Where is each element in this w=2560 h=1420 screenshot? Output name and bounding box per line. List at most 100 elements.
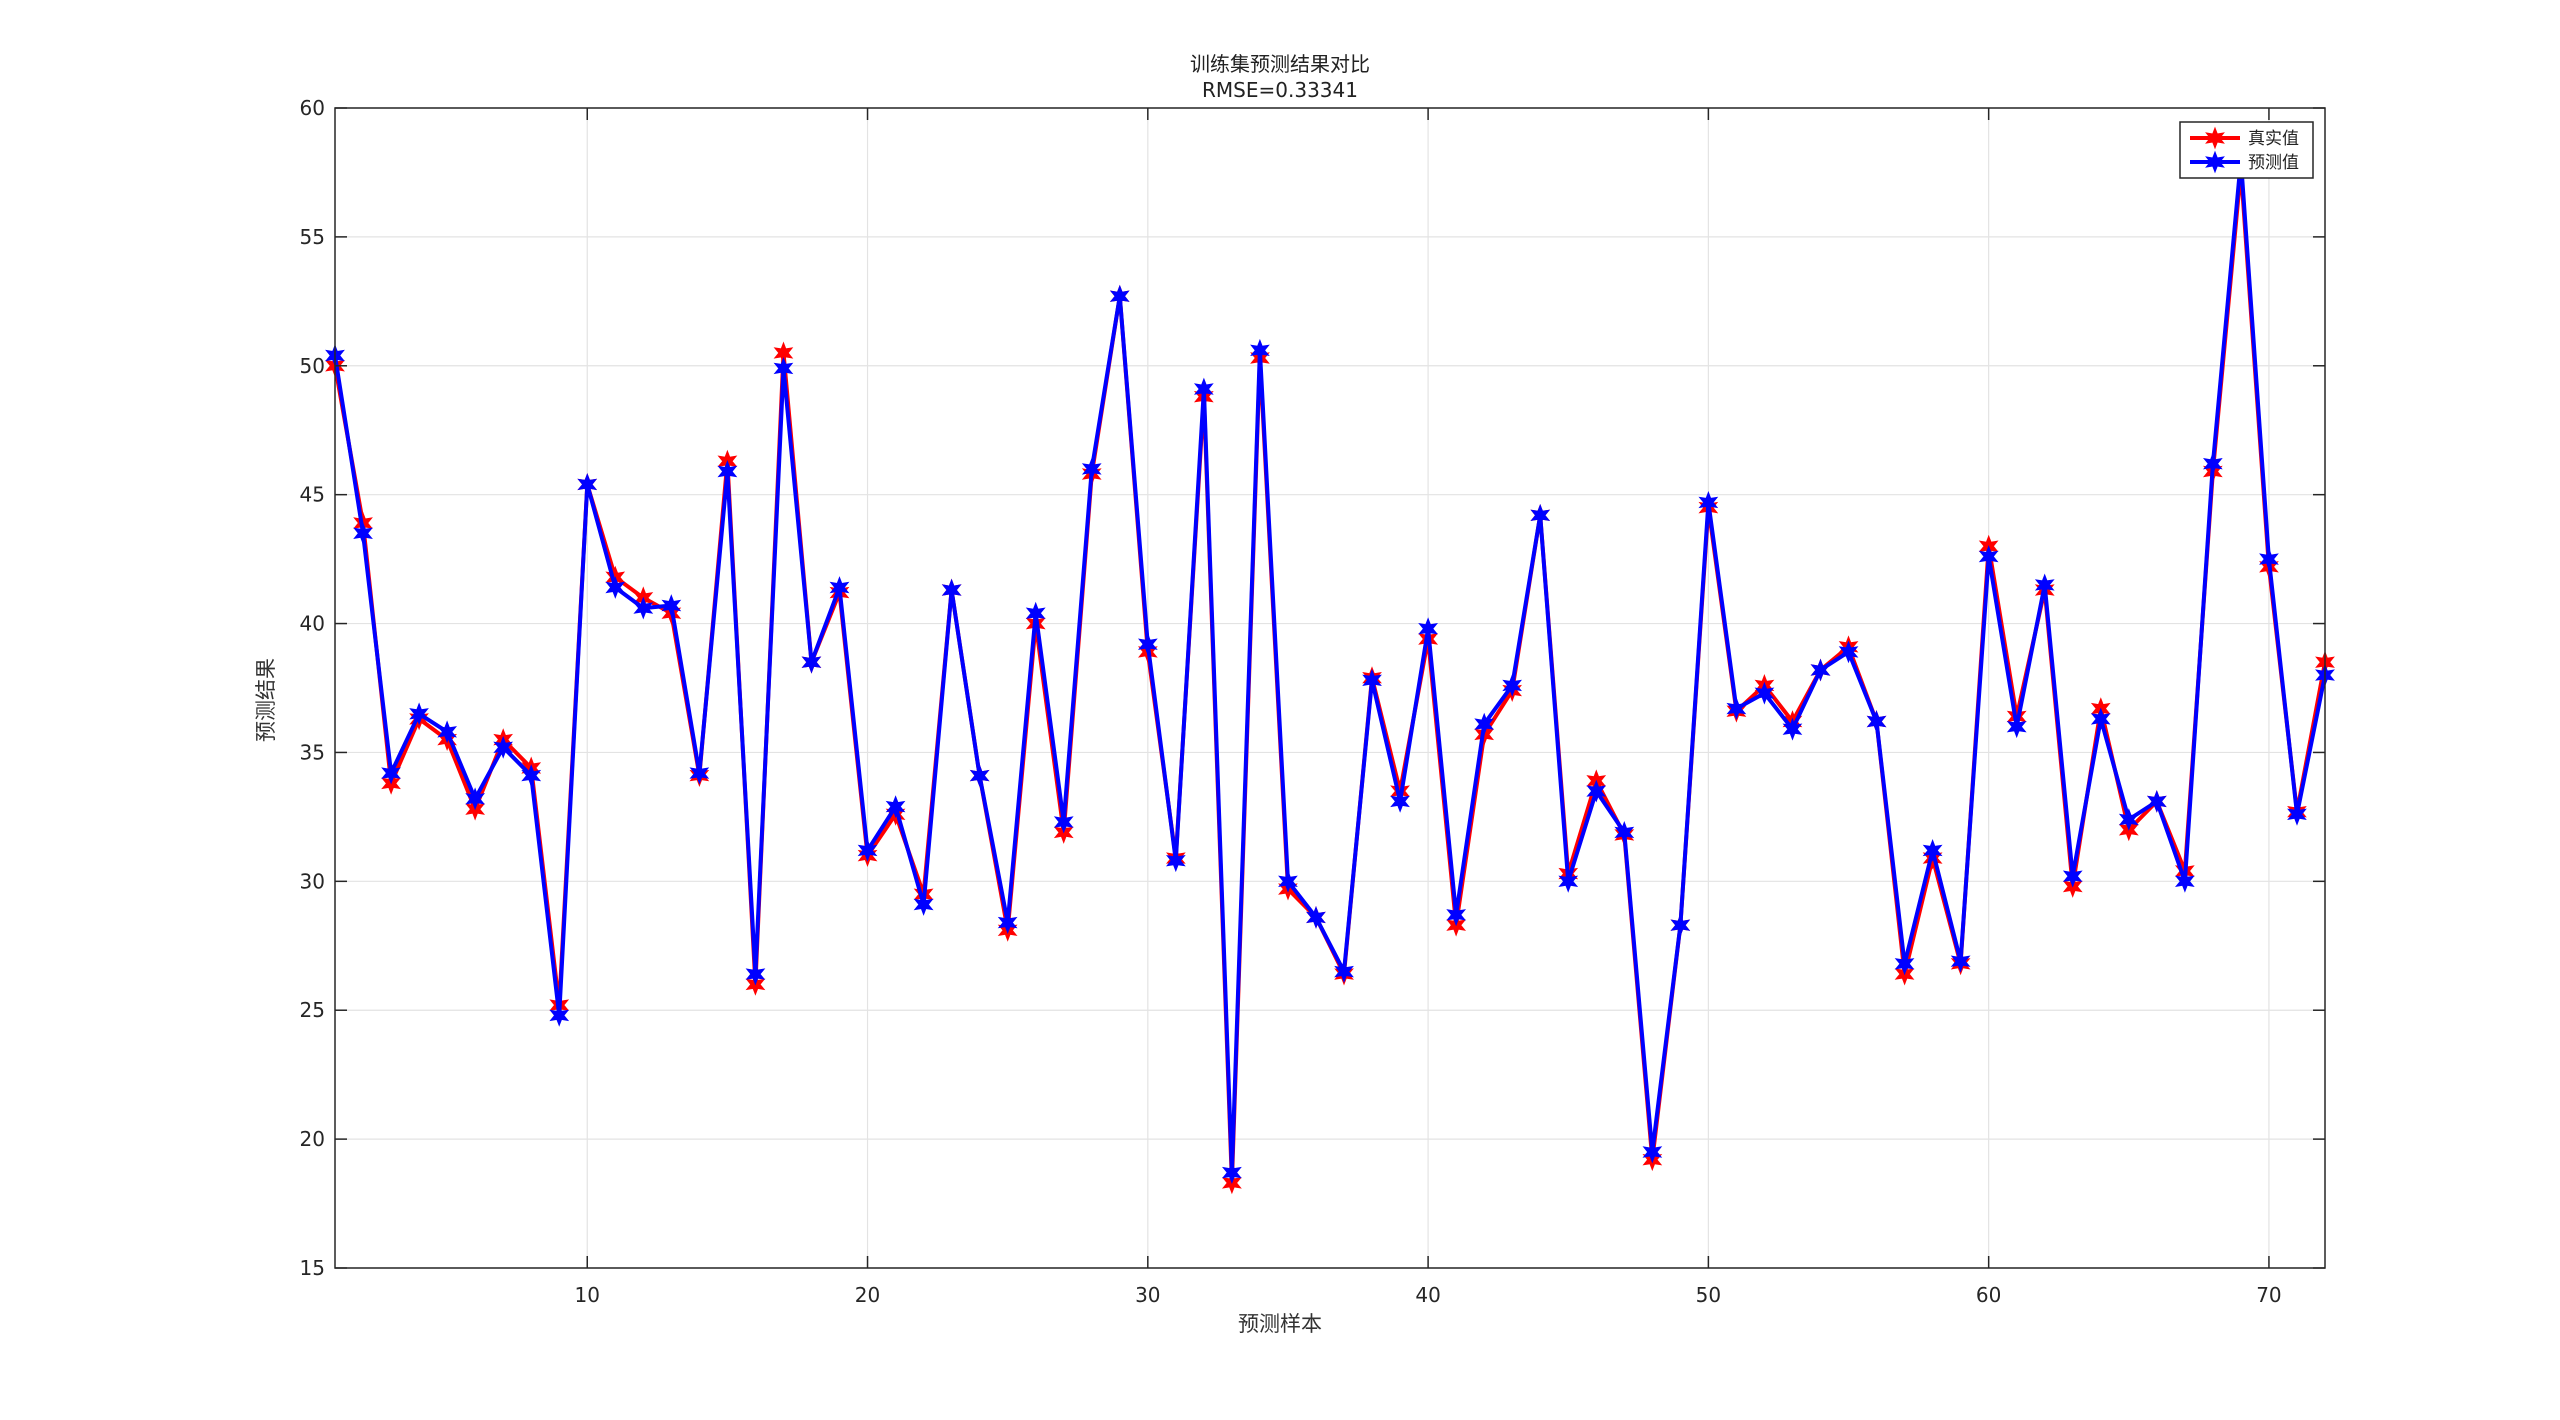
data-point xyxy=(1894,952,1915,976)
data-point xyxy=(1782,717,1803,741)
data-point xyxy=(661,594,682,617)
data-point xyxy=(1081,457,1102,481)
chart-subtitle: RMSE=0.33341 xyxy=(1202,78,1358,102)
data-point xyxy=(2287,802,2307,826)
data-point xyxy=(1698,491,1719,514)
x-tick-label: 10 xyxy=(575,1283,600,1307)
data-point xyxy=(829,576,850,599)
data-point xyxy=(2090,707,2111,731)
x-tick-label: 50 xyxy=(1696,1283,1721,1307)
data-point xyxy=(577,473,598,496)
data-point xyxy=(1558,869,1579,893)
x-axis-label: 预测样本 xyxy=(1238,1312,1322,1336)
data-point xyxy=(1446,903,1467,927)
legend-marker xyxy=(2205,150,2225,174)
data-point xyxy=(2202,452,2223,476)
data-point xyxy=(521,764,542,787)
series-1 xyxy=(325,148,2335,1184)
data-point xyxy=(969,764,990,787)
data-point xyxy=(1390,790,1410,813)
data-point xyxy=(689,761,710,785)
data-point xyxy=(1474,712,1494,736)
data-point xyxy=(1810,658,1831,682)
data-point xyxy=(913,893,934,916)
data-point xyxy=(409,702,429,726)
chart-title: 训练集预测结果对比 xyxy=(1190,52,1370,76)
data-point xyxy=(1362,668,1382,692)
x-tick-label: 60 xyxy=(1976,1283,2001,1307)
data-point xyxy=(1866,710,1887,733)
data-point xyxy=(1334,960,1354,984)
data-point xyxy=(1670,913,1691,937)
data-point xyxy=(1502,674,1522,697)
data-point xyxy=(1726,697,1747,720)
data-point xyxy=(1950,949,1971,973)
data-point xyxy=(1754,681,1775,705)
data-point xyxy=(1166,849,1186,873)
data-point xyxy=(1025,601,1046,625)
data-point xyxy=(2118,808,2139,831)
data-point xyxy=(1053,810,1074,834)
data-point xyxy=(1978,545,1999,568)
y-tick-label: 40 xyxy=(300,612,325,636)
x-tick-label: 20 xyxy=(855,1283,880,1307)
data-point xyxy=(1109,284,1130,308)
data-point xyxy=(997,911,1018,934)
x-tick-label: 30 xyxy=(1135,1283,1160,1307)
data-point xyxy=(1530,503,1551,527)
data-point xyxy=(2147,790,2167,813)
series-0 xyxy=(325,158,2335,1195)
data-point xyxy=(1221,1161,1242,1184)
data-point xyxy=(353,521,373,545)
data-point xyxy=(493,735,513,759)
data-point xyxy=(2006,715,2027,739)
data-point xyxy=(773,357,794,380)
grid xyxy=(335,107,2325,1269)
data-point xyxy=(1642,1140,1663,1164)
data-point xyxy=(605,576,626,599)
data-point xyxy=(1922,839,1943,862)
data-point xyxy=(1138,632,1158,656)
legend-marker xyxy=(2205,126,2225,150)
x-tick-label: 70 xyxy=(2256,1283,2281,1307)
y-tick-label: 55 xyxy=(300,225,325,249)
data-point xyxy=(941,578,962,602)
data-point xyxy=(1193,377,1214,401)
data-point xyxy=(885,795,906,818)
data-point xyxy=(2034,573,2055,597)
data-point xyxy=(465,787,486,811)
y-tick-label: 45 xyxy=(300,483,325,507)
data-point xyxy=(1250,338,1270,362)
data-point xyxy=(381,761,401,785)
data-point xyxy=(2259,547,2279,571)
y-tick-label: 50 xyxy=(300,354,325,378)
axes-box xyxy=(334,107,2326,1269)
data-point xyxy=(1614,821,1635,844)
data-point xyxy=(633,596,654,620)
data-point xyxy=(717,460,738,483)
data-point xyxy=(801,650,822,674)
x-tick-label: 40 xyxy=(1415,1283,1440,1307)
y-tick-label: 25 xyxy=(300,998,325,1022)
data-point xyxy=(549,1004,570,1027)
y-tick-label: 35 xyxy=(300,740,325,764)
series-layer xyxy=(325,148,2335,1195)
data-point xyxy=(437,720,458,744)
y-tick-label: 60 xyxy=(300,96,325,120)
legend-box xyxy=(2179,121,2314,179)
y-tick-label: 30 xyxy=(300,869,325,893)
data-point xyxy=(1586,779,1607,803)
data-point xyxy=(857,839,878,862)
data-point xyxy=(1418,617,1439,641)
axes: 10 20 30 40 50 60 70 15 20 25 30 35 40 45 50 55 60 xyxy=(300,96,2326,1307)
y-tick-label: 20 xyxy=(300,1127,325,1151)
data-point xyxy=(1278,869,1298,893)
legend-label: 预测值 xyxy=(2248,153,2299,173)
data-point xyxy=(2062,864,2083,888)
data-point xyxy=(2174,869,2195,893)
data-point xyxy=(1838,640,1859,664)
data-point xyxy=(1306,906,1326,929)
